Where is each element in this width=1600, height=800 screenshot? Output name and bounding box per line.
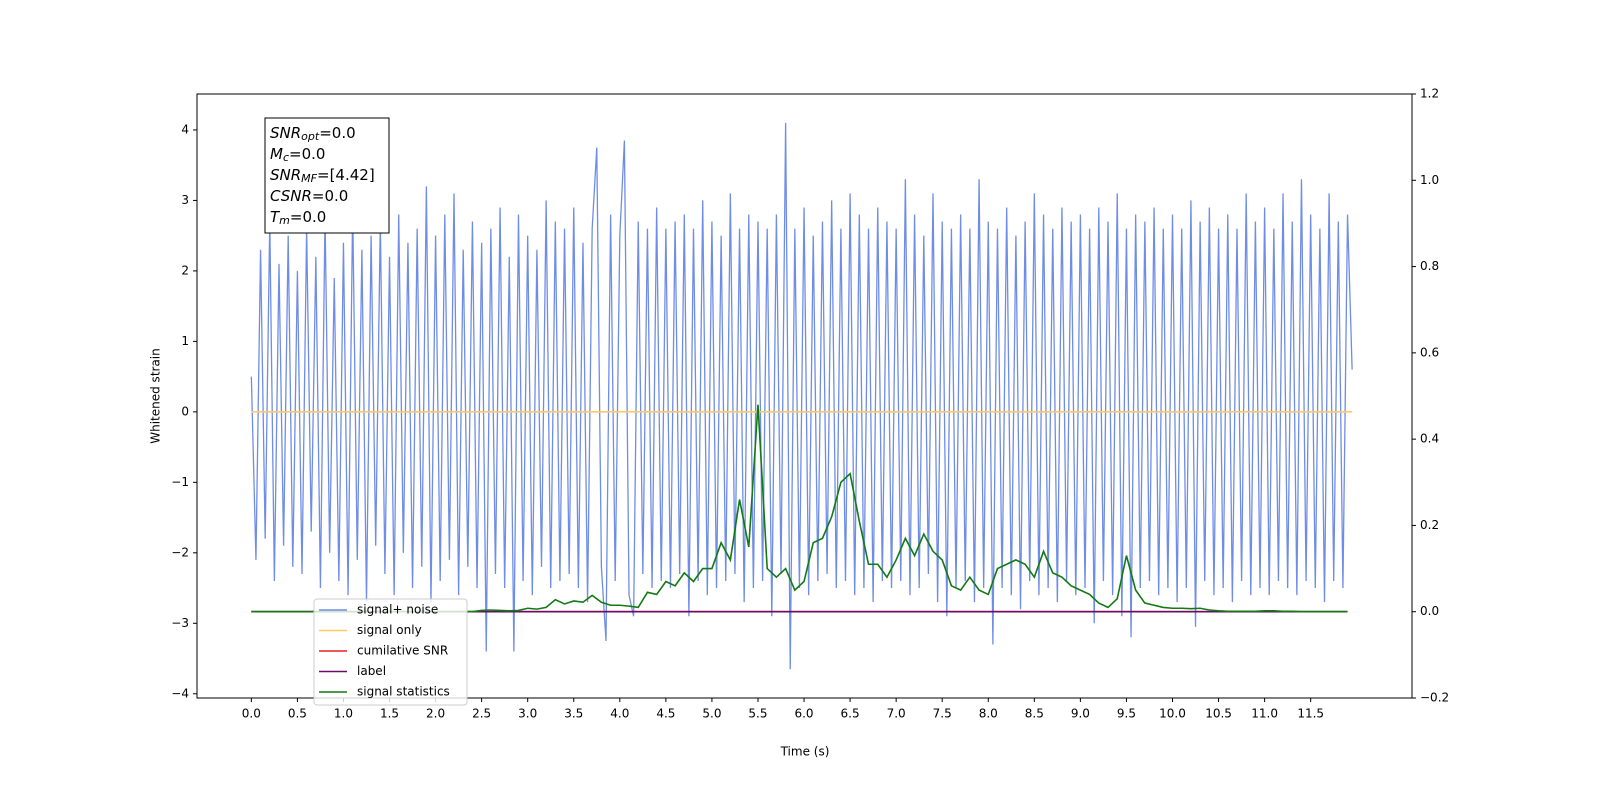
x-axis-label: Time (s) <box>780 745 830 759</box>
legend-label: cumilative SNR <box>357 644 448 658</box>
x-tick-label: 10.5 <box>1205 707 1232 721</box>
annotation-symbol: SNR <box>270 166 301 184</box>
y2-tick-label: 0.6 <box>1420 345 1439 359</box>
annotation-line: CSNR=0.0 <box>270 187 348 205</box>
legend: signal+ noise signal only cumilative SNR la… <box>313 598 468 706</box>
annotation-symbol: M <box>270 145 283 163</box>
x-tick-label: 4.0 <box>610 707 629 721</box>
y2-tick-label: 0.8 <box>1420 259 1439 273</box>
x-tick-label: 8.0 <box>979 707 998 721</box>
y-tick-label: −2 <box>171 545 189 559</box>
x-tick-label: 3.0 <box>518 707 537 721</box>
annotation-symbol: T <box>270 208 281 226</box>
x-tick-label: 9.0 <box>1071 707 1090 721</box>
x-tick-label: 6.5 <box>841 707 860 721</box>
annotation-symbol: CSNR <box>270 187 312 205</box>
x-tick-label: 5.0 <box>702 707 721 721</box>
series-line <box>250 122 1353 670</box>
y2-tick-label: 1.0 <box>1420 173 1439 187</box>
y2-tick-label: 1.2 <box>1420 87 1439 101</box>
y-tick-label: −3 <box>171 616 189 630</box>
legend-label: label <box>357 664 386 678</box>
x-tick-label: 8.5 <box>1025 707 1044 721</box>
x-tick-label: 9.5 <box>1117 707 1136 721</box>
annotation-frame <box>264 117 390 234</box>
annotation-value: =0.0 <box>290 208 326 226</box>
annotation-line: Mc=0.0 <box>270 145 325 165</box>
x-tick-label: 4.5 <box>656 707 675 721</box>
annotation-box: SNRopt=0.0Mc=0.0SNRMF=[4.42]CSNR=0.0Tm=0… <box>264 117 390 234</box>
y-tick-label: 4 <box>181 122 189 136</box>
x-tick-label: 6.0 <box>794 707 813 721</box>
annotation-value: =0.0 <box>312 187 348 205</box>
annotation-subscript: m <box>279 214 290 227</box>
annotation-subscript: opt <box>301 130 320 143</box>
y-tick-label: 3 <box>181 193 189 207</box>
x-tick-label: 3.5 <box>564 707 583 721</box>
annotation-symbol: SNR <box>270 124 301 142</box>
y-axis-label: Whitened strain <box>149 348 163 444</box>
y-tick-label: 0 <box>181 404 189 418</box>
legend-label: signal+ noise <box>357 603 438 617</box>
legend-label: signal only <box>357 623 422 637</box>
y2-tick-label: −0.2 <box>1420 691 1449 705</box>
x-tick-label: 1.5 <box>380 707 399 721</box>
annotation-subscript: MF <box>301 172 317 185</box>
x-tick-label: 0.0 <box>242 707 261 721</box>
x-tick-label: 5.5 <box>748 707 767 721</box>
x-tick-label: 2.5 <box>472 707 491 721</box>
x-tick-label: 11.0 <box>1251 707 1278 721</box>
legend-frame <box>313 598 468 706</box>
annotation-subscript: c <box>283 151 289 164</box>
y-tick-label: −1 <box>171 475 189 489</box>
y2-tick-label: 0.2 <box>1420 518 1439 532</box>
annotation-value: =0.0 <box>289 145 325 163</box>
annotation-line: SNRMF=[4.42] <box>270 166 375 186</box>
x-tick-label: 7.0 <box>887 707 906 721</box>
annotation-value: =[4.42] <box>317 166 375 184</box>
annotation-line: SNRopt=0.0 <box>270 124 356 144</box>
y2-tick-label: 0.4 <box>1420 432 1439 446</box>
x-tick-label: 0.5 <box>288 707 307 721</box>
annotation-value: =0.0 <box>319 124 355 142</box>
y-tick-label: 1 <box>181 334 189 348</box>
y2-tick-label: 0.0 <box>1420 604 1439 618</box>
annotation-line: Tm=0.0 <box>270 208 326 228</box>
x-tick-label: 10.0 <box>1159 707 1186 721</box>
y-tick-label: −4 <box>171 686 189 700</box>
x-tick-label: 7.5 <box>933 707 952 721</box>
y-tick-label: 2 <box>181 263 189 277</box>
x-tick-label: 1.0 <box>334 707 353 721</box>
x-tick-label: 2.0 <box>426 707 445 721</box>
legend-label: signal statistics <box>357 685 450 699</box>
x-tick-label: 11.5 <box>1297 707 1324 721</box>
